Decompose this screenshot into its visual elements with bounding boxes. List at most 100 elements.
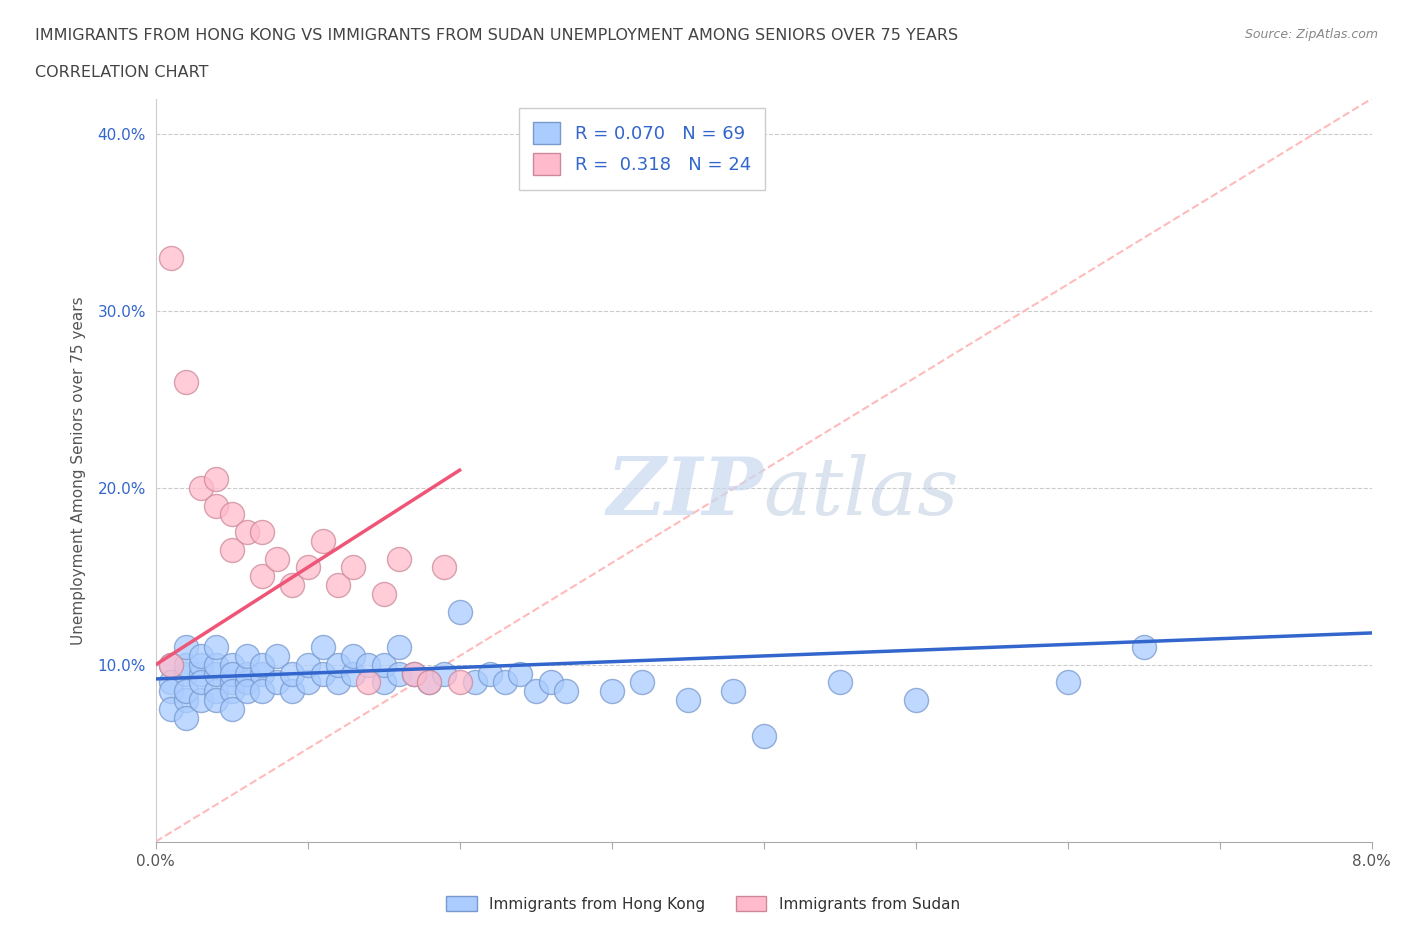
Point: [266, 675, 288, 690]
Point: [250, 666, 273, 681]
Point: [418, 675, 440, 690]
Point: [373, 658, 395, 672]
Point: [478, 666, 501, 681]
Point: [388, 666, 411, 681]
Point: [357, 658, 380, 672]
Point: [174, 658, 197, 672]
Point: [555, 684, 578, 698]
Point: [190, 675, 212, 690]
Point: [250, 525, 273, 539]
Point: [388, 551, 411, 566]
Point: [236, 525, 259, 539]
Point: [174, 711, 197, 725]
Point: [297, 675, 319, 690]
Point: [342, 560, 364, 575]
Point: [266, 648, 288, 663]
Point: [752, 728, 775, 743]
Point: [190, 658, 212, 672]
Point: [1132, 640, 1154, 655]
Point: [312, 640, 335, 655]
Point: [174, 666, 197, 681]
Point: [159, 658, 181, 672]
Legend: R = 0.070   N = 69, R =  0.318   N = 24: R = 0.070 N = 69, R = 0.318 N = 24: [519, 108, 765, 190]
Point: [373, 675, 395, 690]
Point: [221, 658, 243, 672]
Point: [250, 684, 273, 698]
Point: [418, 675, 440, 690]
Point: [205, 684, 228, 698]
Point: [174, 374, 197, 389]
Point: [205, 472, 228, 486]
Point: [326, 658, 349, 672]
Point: [342, 666, 364, 681]
Point: [721, 684, 744, 698]
Y-axis label: Unemployment Among Seniors over 75 years: Unemployment Among Seniors over 75 years: [72, 296, 86, 644]
Point: [159, 701, 181, 716]
Point: [326, 578, 349, 592]
Point: [236, 666, 259, 681]
Point: [676, 693, 699, 708]
Text: CORRELATION CHART: CORRELATION CHART: [35, 65, 208, 80]
Point: [281, 666, 304, 681]
Point: [159, 250, 181, 265]
Point: [221, 675, 243, 690]
Point: [464, 675, 486, 690]
Point: [190, 481, 212, 496]
Point: [402, 666, 425, 681]
Text: IMMIGRANTS FROM HONG KONG VS IMMIGRANTS FROM SUDAN UNEMPLOYMENT AMONG SENIORS OV: IMMIGRANTS FROM HONG KONG VS IMMIGRANTS …: [35, 28, 959, 43]
Point: [494, 675, 516, 690]
Point: [600, 684, 623, 698]
Point: [221, 666, 243, 681]
Point: [342, 648, 364, 663]
Point: [540, 675, 562, 690]
Point: [159, 658, 181, 672]
Point: [236, 675, 259, 690]
Point: [159, 675, 181, 690]
Point: [631, 675, 654, 690]
Point: [221, 684, 243, 698]
Point: [190, 648, 212, 663]
Point: [402, 666, 425, 681]
Point: [281, 578, 304, 592]
Point: [205, 693, 228, 708]
Point: [236, 684, 259, 698]
Point: [357, 675, 380, 690]
Point: [250, 658, 273, 672]
Point: [190, 693, 212, 708]
Point: [174, 640, 197, 655]
Text: ZIP: ZIP: [607, 454, 763, 531]
Point: [449, 675, 471, 690]
Point: [205, 666, 228, 681]
Point: [433, 666, 456, 681]
Point: [388, 640, 411, 655]
Point: [236, 648, 259, 663]
Point: [828, 675, 851, 690]
Point: [250, 569, 273, 584]
Point: [266, 551, 288, 566]
Point: [205, 640, 228, 655]
Point: [297, 560, 319, 575]
Point: [221, 701, 243, 716]
Text: Source: ZipAtlas.com: Source: ZipAtlas.com: [1244, 28, 1378, 41]
Point: [221, 507, 243, 522]
Point: [281, 684, 304, 698]
Point: [174, 684, 197, 698]
Point: [904, 693, 927, 708]
Point: [205, 658, 228, 672]
Text: atlas: atlas: [763, 454, 959, 531]
Point: [159, 684, 181, 698]
Point: [1056, 675, 1078, 690]
Point: [373, 587, 395, 602]
Point: [509, 666, 531, 681]
Point: [221, 542, 243, 557]
Point: [297, 658, 319, 672]
Point: [326, 675, 349, 690]
Point: [449, 604, 471, 619]
Point: [524, 684, 547, 698]
Point: [205, 498, 228, 513]
Point: [312, 534, 335, 549]
Point: [312, 666, 335, 681]
Legend: Immigrants from Hong Kong, Immigrants from Sudan: Immigrants from Hong Kong, Immigrants fr…: [440, 889, 966, 918]
Point: [433, 560, 456, 575]
Point: [190, 666, 212, 681]
